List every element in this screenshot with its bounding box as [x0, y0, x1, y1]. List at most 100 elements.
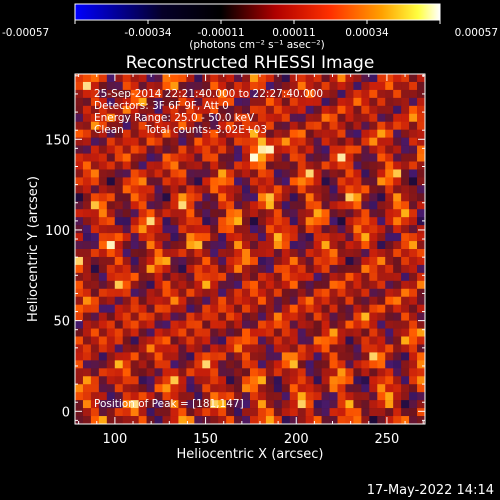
heatmap-cell	[202, 400, 211, 409]
heatmap-cell	[82, 336, 92, 345]
heatmap-cell	[106, 105, 116, 115]
heatmap-cell	[289, 169, 299, 178]
heatmap-cell	[186, 376, 195, 385]
heatmap-cell	[242, 169, 251, 178]
heatmap-cell	[178, 193, 187, 202]
heatmap-cell	[242, 256, 251, 266]
heatmap-cell	[329, 89, 338, 99]
heatmap-cell	[337, 129, 346, 138]
heatmap-cell	[218, 153, 227, 162]
heatmap-cell	[162, 233, 171, 242]
heatmap-cell	[82, 360, 92, 369]
heatmap-cell	[417, 169, 425, 178]
heatmap-cell	[218, 217, 227, 226]
heatmap-cell	[393, 217, 402, 226]
heatmap-cell	[385, 121, 394, 130]
heatmap-cell	[90, 264, 100, 274]
heatmap-cell	[130, 74, 139, 83]
heatmap-cell	[178, 416, 187, 424]
heatmap-cell	[218, 320, 227, 329]
heatmap-cell	[114, 161, 124, 170]
heatmap-cell	[305, 161, 314, 170]
heatmap-cell	[114, 384, 124, 393]
heatmap-cell	[353, 280, 362, 290]
heatmap-cell	[138, 376, 147, 385]
heatmap-cell	[178, 153, 187, 162]
heatmap-cell	[234, 376, 243, 385]
heatmap-cell	[281, 272, 291, 282]
heatmap-cell	[257, 368, 267, 377]
heatmap-cell	[417, 272, 425, 282]
heatmap-cell	[210, 217, 219, 226]
heatmap-cell	[202, 161, 211, 170]
heatmap-cell	[329, 145, 338, 154]
heatmap-cell	[202, 328, 211, 337]
heatmap-cell	[337, 201, 346, 210]
heatmap-cell	[146, 352, 155, 361]
heatmap-cell	[114, 169, 124, 178]
heatmap-cell	[122, 344, 131, 353]
heatmap-cell	[138, 89, 147, 99]
heatmap-cell	[138, 113, 147, 123]
heatmap-cell	[409, 145, 418, 154]
heatmap-cell	[250, 129, 259, 138]
heatmap-cell	[146, 129, 155, 138]
heatmap-cell	[321, 185, 330, 194]
heatmap-cell	[273, 400, 283, 409]
heatmap-cell	[313, 384, 322, 393]
heatmap-cell	[122, 400, 131, 409]
heatmap-cell	[385, 185, 394, 194]
heatmap-cell	[385, 336, 394, 345]
heatmap-cell	[369, 145, 378, 154]
heatmap-cell	[114, 408, 124, 417]
heatmap-cell	[345, 97, 354, 107]
heatmap-cell	[138, 336, 147, 345]
heatmap-cell	[122, 384, 131, 393]
heatmap-cell	[106, 169, 116, 178]
heatmap-cell	[273, 328, 283, 337]
heatmap-cell	[106, 74, 116, 83]
heatmap-cell	[186, 185, 195, 194]
heatmap-cell	[226, 193, 235, 202]
heatmap-cell	[218, 408, 227, 417]
heatmap-cell	[90, 145, 100, 154]
heatmap-cell	[82, 241, 92, 250]
heatmap-cell	[162, 416, 171, 424]
heatmap-cell	[377, 145, 386, 154]
heatmap-cell	[273, 272, 283, 282]
heatmap-cell	[186, 225, 195, 234]
heatmap-cell	[106, 400, 116, 409]
heatmap-cell	[329, 225, 338, 234]
heatmap-cell	[329, 74, 338, 83]
heatmap-cell	[218, 241, 227, 250]
heatmap-cell	[234, 185, 243, 194]
heatmap-cell	[82, 201, 92, 210]
heatmap-cell	[234, 193, 243, 202]
heatmap-cell	[250, 400, 259, 409]
heatmap-cell	[297, 129, 306, 138]
heatmap-cell	[186, 233, 195, 242]
heatmap-cell	[234, 161, 243, 170]
heatmap-cell	[353, 392, 362, 401]
heatmap-cell	[409, 280, 418, 290]
heatmap-cell	[122, 360, 131, 369]
heatmap-cell	[337, 225, 346, 234]
heatmap-cell	[226, 256, 235, 266]
heatmap-cell	[417, 320, 425, 329]
heatmap-cell	[234, 225, 243, 234]
heatmap-cell	[273, 113, 283, 123]
heatmap-cell	[114, 304, 124, 313]
heatmap-cell	[194, 264, 203, 274]
heatmap-cell	[146, 336, 155, 345]
heatmap-cell	[194, 384, 203, 393]
heatmap-cell	[369, 233, 378, 242]
heatmap-cell	[377, 392, 386, 401]
heatmap-cell	[329, 416, 338, 424]
heatmap-cell	[417, 368, 425, 377]
heatmap-cell	[146, 328, 155, 337]
heatmap-cell	[417, 296, 425, 305]
heatmap-cell	[162, 280, 171, 290]
heatmap-cell	[202, 320, 211, 329]
heatmap-cell	[281, 233, 291, 242]
heatmap-cell	[202, 344, 211, 353]
